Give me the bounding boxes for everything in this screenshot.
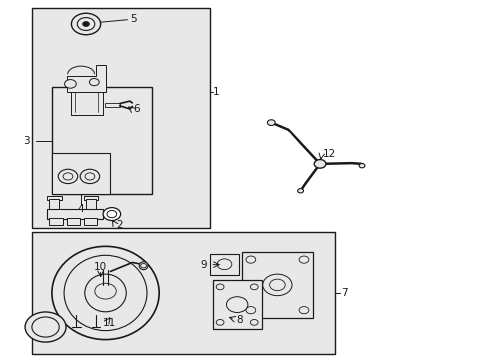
- Circle shape: [64, 80, 76, 88]
- Circle shape: [250, 319, 258, 325]
- Text: 1: 1: [212, 87, 219, 97]
- Circle shape: [297, 189, 303, 193]
- Circle shape: [299, 256, 308, 263]
- Circle shape: [103, 208, 121, 221]
- Circle shape: [267, 120, 275, 126]
- Circle shape: [95, 283, 116, 299]
- Text: 11: 11: [102, 319, 115, 328]
- Text: 7: 7: [340, 288, 347, 298]
- Bar: [212, 280, 261, 329]
- Text: 12: 12: [323, 149, 336, 159]
- Bar: [66, 219, 80, 225]
- Bar: [49, 219, 63, 225]
- Circle shape: [85, 173, 95, 180]
- Circle shape: [58, 169, 78, 184]
- Text: 6: 6: [133, 104, 140, 114]
- Bar: [83, 196, 98, 200]
- Ellipse shape: [139, 262, 148, 270]
- Circle shape: [141, 264, 146, 268]
- Bar: [32, 232, 334, 354]
- Circle shape: [216, 284, 224, 290]
- Bar: [52, 87, 152, 194]
- Circle shape: [89, 78, 99, 86]
- Bar: [210, 253, 238, 275]
- Ellipse shape: [64, 255, 147, 330]
- Circle shape: [216, 319, 224, 325]
- Circle shape: [25, 312, 66, 342]
- Circle shape: [71, 13, 101, 35]
- Circle shape: [269, 279, 285, 291]
- Circle shape: [314, 159, 325, 168]
- Circle shape: [77, 18, 95, 31]
- Circle shape: [82, 22, 89, 27]
- Text: 5: 5: [130, 14, 136, 24]
- Text: 3: 3: [23, 136, 30, 145]
- Circle shape: [245, 256, 255, 263]
- Text: 9: 9: [201, 260, 207, 270]
- Bar: [83, 219, 97, 225]
- Circle shape: [245, 307, 255, 314]
- Ellipse shape: [52, 246, 159, 339]
- Circle shape: [299, 307, 308, 314]
- Bar: [86, 199, 96, 211]
- Bar: [47, 210, 103, 220]
- Polygon shape: [66, 65, 105, 92]
- Bar: [242, 252, 312, 318]
- Circle shape: [80, 169, 100, 184]
- Circle shape: [32, 317, 59, 337]
- Circle shape: [262, 274, 291, 296]
- Bar: [49, 199, 59, 211]
- Bar: [105, 103, 120, 107]
- Bar: [52, 153, 110, 194]
- Text: 2: 2: [116, 220, 122, 230]
- Circle shape: [250, 284, 258, 290]
- Circle shape: [107, 211, 117, 218]
- Circle shape: [217, 259, 231, 270]
- Text: 4: 4: [78, 204, 84, 215]
- Ellipse shape: [84, 274, 126, 312]
- Bar: [32, 8, 210, 228]
- Text: 8: 8: [236, 315, 243, 325]
- Circle shape: [358, 163, 364, 168]
- Bar: [47, 196, 61, 200]
- Text: 10: 10: [94, 262, 107, 272]
- Circle shape: [63, 173, 73, 180]
- Circle shape: [226, 297, 247, 312]
